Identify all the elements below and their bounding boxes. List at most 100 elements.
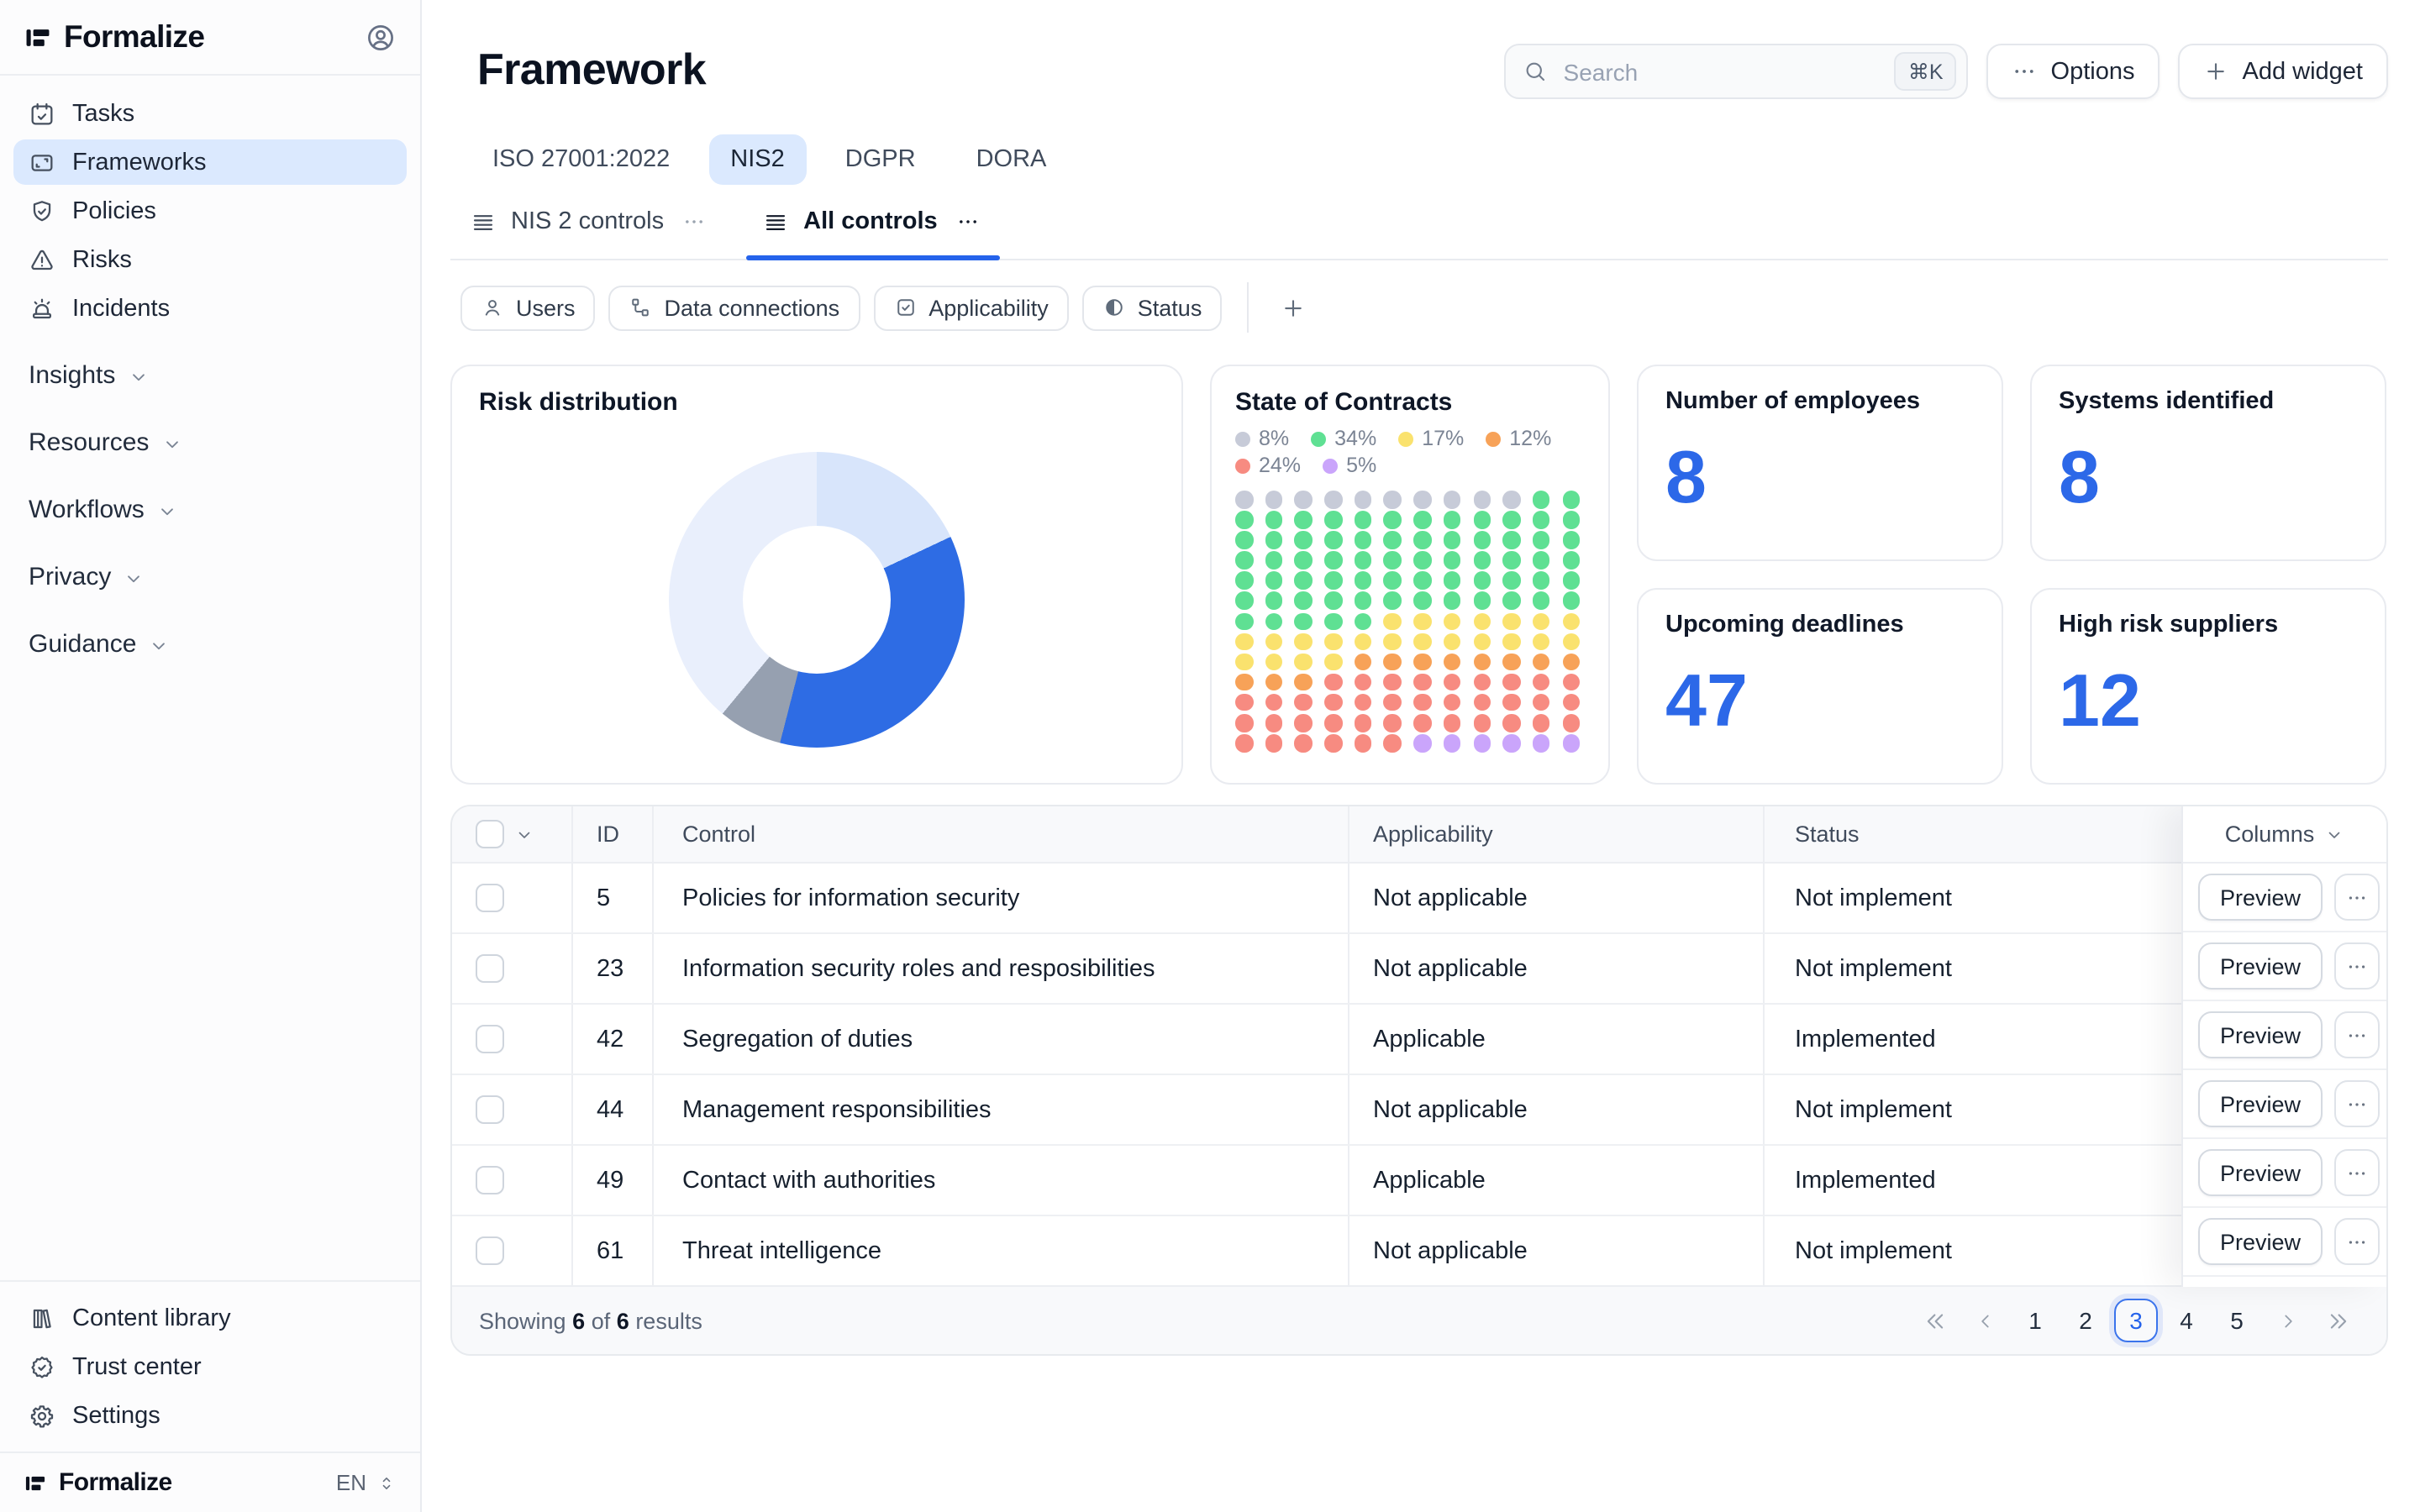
view-tab-nis-2-controls[interactable]: NIS 2 controls — [471, 208, 706, 235]
view-tab-all-controls[interactable]: All controls — [746, 208, 1000, 260]
contract-dot-green — [1532, 491, 1550, 508]
preview-button[interactable]: Preview — [2198, 1080, 2323, 1127]
language-selector[interactable]: EN — [336, 1470, 397, 1495]
filter-chip-applicability[interactable]: Applicability — [873, 285, 1069, 330]
last-page-button[interactable] — [2316, 1299, 2360, 1342]
contract-dot-gray — [1265, 491, 1283, 508]
filter-chip-data-connections[interactable]: Data connections — [608, 285, 860, 330]
preview-button[interactable]: Preview — [2198, 1149, 2323, 1196]
tab-iso-27001-2022[interactable]: ISO 27001:2022 — [492, 146, 671, 173]
sidebar-item-content-library[interactable]: Content library — [13, 1295, 407, 1341]
contract-dot-red — [1532, 693, 1550, 711]
tab-dgpr[interactable]: DGPR — [844, 146, 916, 173]
preview-button[interactable]: Preview — [2198, 874, 2323, 921]
legend-value: 34% — [1334, 427, 1377, 450]
footer-app-name: Formalize — [59, 1468, 172, 1497]
sidebar-item-frameworks[interactable]: Frameworks — [13, 139, 407, 185]
add-filter-button[interactable] — [1274, 289, 1311, 326]
page-button-3[interactable]: 3 — [2114, 1299, 2158, 1342]
contract-dot-green — [1324, 531, 1343, 549]
contract-dot-orange — [1294, 673, 1313, 691]
page-button-5[interactable]: 5 — [2230, 1307, 2244, 1334]
search-input[interactable] — [1560, 56, 1883, 87]
row-more-button[interactable] — [2334, 942, 2381, 990]
row-select-cell — [452, 864, 573, 932]
page-button-4[interactable]: 4 — [2180, 1307, 2193, 1334]
contract-dot-red — [1413, 673, 1432, 691]
sidebar-item-incidents[interactable]: Incidents — [13, 286, 407, 331]
contract-dot-green — [1562, 531, 1581, 549]
chevron-down-icon[interactable] — [514, 824, 534, 844]
sidebar-section-privacy[interactable]: Privacy — [29, 543, 392, 610]
add-widget-button[interactable]: Add widget — [2178, 44, 2388, 99]
filter-chips-row: Users Data connections Applicability Status — [460, 282, 2388, 333]
contract-dot-red — [1502, 673, 1521, 691]
contract-dot-gray — [1443, 491, 1461, 508]
preview-button[interactable]: Preview — [2198, 942, 2323, 990]
row-checkbox[interactable] — [476, 954, 504, 983]
row-more-button[interactable] — [2334, 1080, 2381, 1127]
row-checkbox[interactable] — [476, 884, 504, 912]
contract-dot-red — [1562, 693, 1581, 711]
tab-nis2[interactable]: NIS2 — [708, 134, 807, 185]
contract-dot-yellow — [1324, 633, 1343, 651]
contract-dot-yellow — [1294, 633, 1313, 651]
contract-dot-red — [1502, 714, 1521, 732]
state-of-contracts-card: State of Contracts 8% 34% 17% 12% 24% 5% — [1210, 365, 1610, 785]
language-value: EN — [335, 1470, 366, 1495]
row-more-button[interactable] — [2334, 874, 2381, 921]
sidebar-section-resources[interactable]: Resources — [29, 408, 392, 475]
row-checkbox[interactable] — [476, 1236, 504, 1265]
user-avatar-icon[interactable] — [365, 21, 397, 53]
filter-chip-status[interactable]: Status — [1081, 285, 1223, 330]
contract-dot-yellow — [1502, 612, 1521, 631]
sidebar-section-guidance[interactable]: Guidance — [29, 610, 392, 677]
contract-dot-green — [1502, 571, 1521, 590]
add-widget-button-label: Add widget — [2242, 58, 2364, 85]
sidebar-item-tasks[interactable]: Tasks — [13, 91, 407, 136]
sidebar-section-label: Resources — [29, 428, 150, 456]
sidebar-item-risks[interactable]: Risks — [13, 237, 407, 282]
row-checkbox[interactable] — [476, 1166, 504, 1194]
main-content: Framework ⌘K Options Add widget ISO 2700… — [422, 0, 2420, 1512]
contract-dot-red — [1354, 693, 1372, 711]
next-page-button[interactable] — [2265, 1299, 2309, 1342]
legend-dot-yellow — [1398, 431, 1414, 446]
row-checkbox[interactable] — [476, 1025, 504, 1053]
contract-dot-red — [1265, 734, 1283, 753]
page-button-2[interactable]: 2 — [2079, 1307, 2092, 1334]
select-all-checkbox[interactable] — [476, 820, 504, 848]
tab-dora[interactable]: DORA — [976, 146, 1047, 173]
columns-menu-label: Columns — [2224, 822, 2315, 847]
sidebar-section-workflows[interactable]: Workflows — [29, 475, 392, 543]
contract-dot-red — [1562, 673, 1581, 691]
contract-dot-orange — [1502, 653, 1521, 671]
contract-dot-red — [1532, 673, 1550, 691]
preview-button[interactable]: Preview — [2198, 1218, 2323, 1265]
stat-card-upcoming-deadlines: Upcoming deadlines 47 — [1637, 588, 2003, 785]
preview-button[interactable]: Preview — [2198, 1011, 2323, 1058]
legend-value: 24% — [1259, 454, 1302, 477]
row-more-button[interactable] — [2334, 1149, 2381, 1196]
row-more-button[interactable] — [2334, 1011, 2381, 1058]
sidebar-section-insights[interactable]: Insights — [29, 341, 392, 408]
columns-menu-button[interactable]: Columns — [2183, 806, 2386, 864]
contract-dot-green — [1473, 571, 1491, 590]
previous-page-button[interactable] — [1963, 1299, 2007, 1342]
table-row: 23 Information security roles and resposi… — [452, 934, 2386, 1005]
dots-icon — [2346, 1093, 2368, 1115]
row-more-button[interactable] — [2334, 1218, 2381, 1265]
first-page-button[interactable] — [1912, 1299, 1956, 1342]
page-button-1[interactable]: 1 — [2028, 1307, 2042, 1334]
sidebar-item-trust-center[interactable]: Trust center — [13, 1344, 407, 1389]
row-checkbox[interactable] — [476, 1095, 504, 1124]
contract-dot-orange — [1473, 653, 1491, 671]
sidebar-item-settings[interactable]: Settings — [13, 1393, 407, 1438]
options-button[interactable]: Options — [1986, 44, 2160, 99]
contract-dot-red — [1383, 714, 1402, 732]
filter-chip-users[interactable]: Users — [460, 285, 596, 330]
sidebar-item-policies[interactable]: Policies — [13, 188, 407, 234]
contracts-dot-matrix — [1235, 491, 1585, 753]
contract-dot-green — [1413, 591, 1432, 610]
